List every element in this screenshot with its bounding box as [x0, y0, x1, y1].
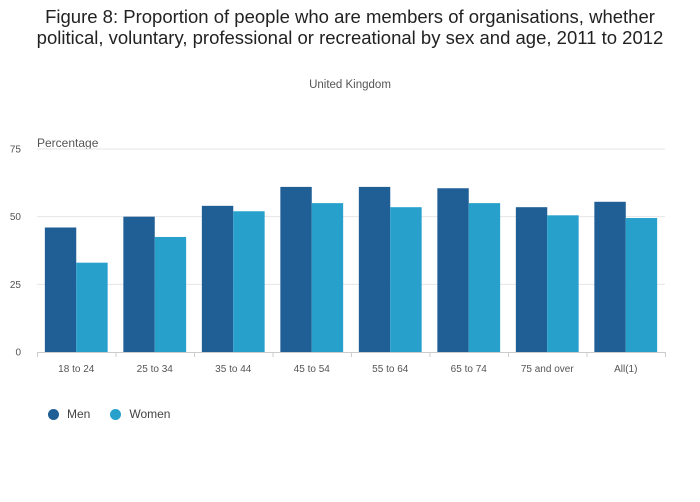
bar-women-4: [390, 207, 422, 352]
bar-men-1: [123, 216, 155, 352]
legend-label-women: Women: [129, 407, 171, 421]
bar-women-0: [76, 262, 108, 352]
bar-men-5: [437, 188, 469, 352]
x-tick-label-3: 45 to 54: [294, 364, 331, 375]
y-axis-label: Percentage: [37, 136, 99, 150]
bar-women-7: [625, 218, 658, 352]
legend-item-women[interactable]: Women: [110, 407, 170, 421]
legend-swatch-men: [48, 408, 59, 420]
legend-swatch-women: [110, 408, 122, 420]
bar-women-2: [233, 211, 265, 352]
y-tick-label-1: 25: [10, 280, 22, 291]
legend: Men Women: [48, 407, 190, 421]
x-tick-label-7: All(1): [614, 364, 637, 375]
bar-chart: 0 25 50 75 18 to 24 25 to 34 35 to 44 45 to 54 5…: [10, 145, 666, 375]
bar-women-1: [154, 236, 187, 352]
bar-women-3: [311, 203, 344, 352]
chart-title: Figure 8: Proportion of people who are m…: [36, 6, 664, 48]
x-tick-label-1: 25 to 34: [137, 364, 174, 375]
bar-men-3: [280, 186, 312, 352]
bar-men-4: [358, 186, 391, 352]
bar-men-7: [594, 201, 626, 352]
y-tick-label-3: 75: [10, 145, 22, 156]
x-tick-label-0: 18 to 24: [58, 364, 95, 375]
bar-men-2: [201, 205, 234, 352]
legend-item-men[interactable]: Men: [48, 407, 90, 421]
x-tick-label-2: 35 to 44: [215, 364, 252, 375]
x-tick-label-5: 65 to 74: [451, 364, 488, 375]
x-tick-label-4: 55 to 64: [372, 364, 409, 375]
legend-label-men: Men: [67, 407, 91, 421]
y-tick-label-0: 0: [15, 348, 21, 359]
chart-subtitle: United Kingdom: [309, 79, 391, 91]
bar-women-6: [547, 215, 579, 352]
x-tick-label-6: 75 and over: [521, 364, 574, 375]
y-tick-label-2: 50: [10, 212, 22, 223]
bar-men-0: [44, 227, 77, 352]
bar-men-6: [515, 207, 548, 352]
bar-women-5: [468, 203, 501, 352]
